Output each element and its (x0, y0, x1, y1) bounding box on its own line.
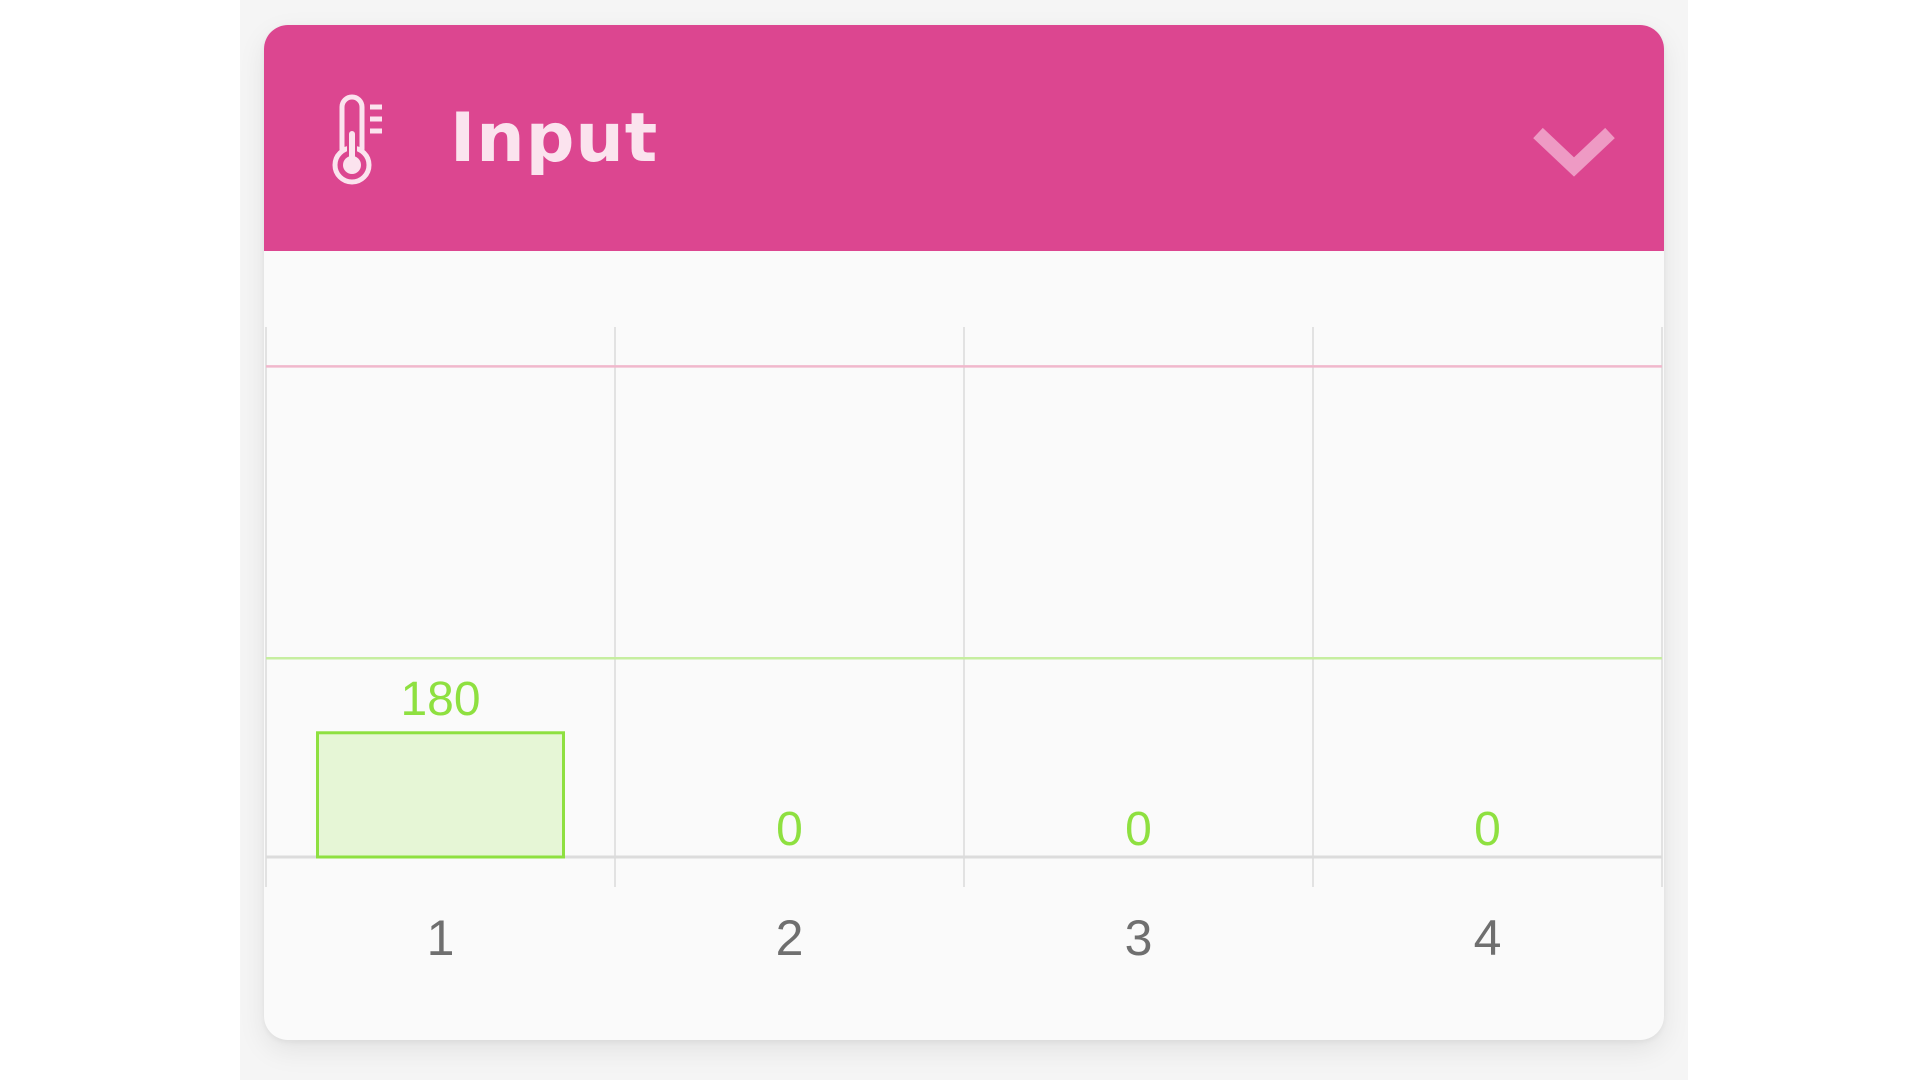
data-label-3: 0 (1125, 803, 1152, 856)
bar-1 (316, 731, 565, 859)
card-header[interactable]: Input (264, 25, 1664, 251)
bar-chart: 180 1 0 2 0 3 0 4 (265, 327, 1663, 966)
chevron-down-icon[interactable] (1526, 115, 1622, 185)
widget-title: Input (450, 99, 659, 178)
x-tick-label-1: 1 (427, 910, 455, 966)
thermometer-icon (332, 94, 382, 185)
x-tick-label-2: 2 (776, 910, 804, 966)
data-label-4: 0 (1474, 803, 1501, 856)
data-label-2: 0 (776, 803, 803, 856)
x-tick-label-3: 3 (1125, 910, 1153, 966)
x-tick-label-4: 4 (1474, 910, 1502, 966)
input-chart-card: Input 180 1 0 2 0 3 0 4 (264, 25, 1664, 1040)
data-label-1: 180 (400, 673, 480, 726)
